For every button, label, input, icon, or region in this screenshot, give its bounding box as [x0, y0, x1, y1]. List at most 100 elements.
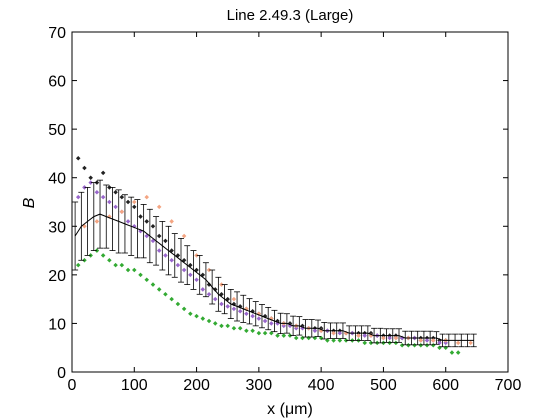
data-point-series-2 — [244, 311, 249, 316]
data-point-series-3 — [181, 233, 187, 239]
data-point-series-1 — [125, 199, 131, 205]
data-point-series-2 — [82, 185, 87, 190]
data-point-series-4 — [119, 262, 125, 268]
data-point-series-4 — [387, 340, 392, 346]
data-point-series-4 — [374, 340, 380, 346]
data-point-series-2 — [424, 338, 430, 343]
data-point-series-2 — [269, 321, 274, 326]
data-point-series-3 — [381, 335, 386, 341]
data-point-series-4 — [393, 340, 399, 346]
data-point-series-4 — [331, 338, 336, 343]
data-point-series-1 — [113, 190, 118, 195]
y-tick-label: 40 — [48, 171, 66, 188]
data-point-series-4 — [100, 253, 106, 258]
data-point-series-1 — [150, 224, 156, 229]
data-point-series-2 — [281, 323, 287, 329]
data-point-series-3 — [169, 219, 174, 224]
data-point-series-1 — [75, 156, 81, 161]
data-point-series-4 — [169, 296, 174, 302]
y-tick-label: 10 — [48, 316, 66, 333]
data-point-series-1 — [163, 238, 168, 244]
x-tick-label: 300 — [246, 377, 273, 394]
data-point-series-2 — [387, 335, 392, 341]
data-point-series-3 — [455, 340, 461, 346]
data-point-series-4 — [399, 343, 405, 348]
data-point-series-4 — [424, 343, 430, 348]
data-point-series-4 — [256, 330, 262, 336]
data-point-series-2 — [225, 304, 230, 309]
data-point-series-4 — [437, 345, 442, 350]
data-point-series-4 — [219, 323, 224, 329]
data-point-series-3 — [468, 340, 473, 346]
data-point-series-2 — [212, 296, 218, 302]
data-point-series-3 — [219, 282, 224, 287]
data-point-series-1 — [100, 170, 106, 176]
data-point-series-2 — [237, 309, 243, 314]
data-point-series-4 — [144, 277, 150, 282]
data-point-series-4 — [231, 326, 237, 331]
data-point-series-4 — [293, 335, 299, 341]
data-point-series-2 — [100, 194, 106, 200]
data-point-series-2 — [188, 272, 193, 278]
data-point-series-4 — [212, 321, 218, 326]
x-tick-label: 100 — [121, 377, 148, 394]
data-point-series-2 — [169, 258, 174, 263]
data-point-series-2 — [194, 277, 199, 282]
data-point-series-4 — [381, 340, 386, 346]
x-tick-label: 500 — [370, 377, 397, 394]
data-point-series-3 — [331, 330, 336, 336]
x-tick-label: 700 — [495, 377, 522, 394]
data-point-series-2 — [94, 190, 100, 195]
data-point-series-4 — [132, 267, 137, 273]
data-point-series-4 — [113, 262, 118, 268]
data-point-series-4 — [350, 338, 355, 343]
data-point-series-2 — [107, 199, 112, 205]
data-point-series-4 — [343, 338, 349, 343]
data-point-series-4 — [430, 343, 436, 348]
data-point-series-1 — [144, 219, 150, 224]
plot-frame — [71, 31, 509, 373]
data-point-series-4 — [194, 313, 199, 319]
data-point-series-4 — [449, 350, 455, 355]
y-tick-label: 70 — [48, 25, 66, 42]
data-point-series-3 — [231, 296, 237, 302]
data-point-series-2 — [231, 306, 237, 312]
data-point-series-2 — [312, 328, 318, 333]
data-point-series-4 — [412, 343, 417, 348]
x-tick-label: 0 — [68, 377, 77, 394]
data-point-series-4 — [244, 328, 249, 333]
data-point-series-2 — [219, 301, 224, 307]
data-point-series-2 — [200, 287, 206, 292]
data-point-series-4 — [443, 345, 448, 350]
data-point-series-4 — [200, 316, 206, 321]
data-point-series-4 — [94, 248, 100, 253]
data-point-series-2 — [262, 318, 268, 324]
y-tick-label: 0 — [57, 365, 66, 382]
data-point-series-4 — [150, 282, 156, 287]
data-point-series-3 — [393, 335, 399, 341]
data-point-series-4 — [175, 301, 181, 307]
data-point-series-1 — [138, 214, 143, 219]
data-point-series-4 — [156, 287, 162, 292]
data-point-series-1 — [156, 233, 162, 239]
data-point-series-2 — [181, 267, 187, 273]
data-point-series-4 — [300, 335, 305, 341]
chart-title: Line 2.49.3 (Large) — [227, 7, 354, 24]
data-point-series-4 — [356, 338, 361, 343]
y-tick-label: 30 — [48, 219, 66, 236]
data-point-series-2 — [250, 313, 255, 319]
data-point-series-1 — [94, 180, 100, 185]
data-point-series-2 — [75, 194, 81, 200]
data-point-series-4 — [237, 326, 243, 331]
data-point-series-4 — [75, 262, 81, 268]
data-point-series-4 — [275, 333, 280, 338]
data-point-series-3 — [94, 219, 100, 224]
data-point-series-2 — [256, 316, 262, 321]
data-point-series-4 — [406, 343, 411, 348]
data-point-series-4 — [337, 338, 343, 343]
data-point-series-1 — [132, 204, 137, 210]
data-point-series-1 — [82, 165, 87, 171]
data-point-series-4 — [287, 333, 293, 338]
data-point-series-4 — [163, 292, 168, 297]
